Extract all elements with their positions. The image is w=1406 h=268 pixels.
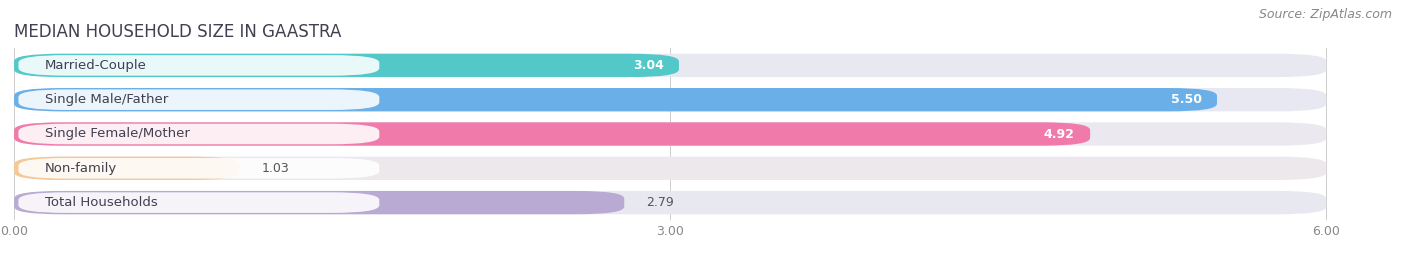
Text: MEDIAN HOUSEHOLD SIZE IN GAASTRA: MEDIAN HOUSEHOLD SIZE IN GAASTRA: [14, 23, 342, 41]
Text: 4.92: 4.92: [1043, 128, 1074, 140]
FancyBboxPatch shape: [14, 157, 1326, 180]
Text: Single Female/Mother: Single Female/Mother: [45, 128, 190, 140]
FancyBboxPatch shape: [14, 157, 239, 180]
Text: 1.03: 1.03: [262, 162, 290, 175]
Text: 5.50: 5.50: [1171, 93, 1202, 106]
FancyBboxPatch shape: [14, 88, 1326, 111]
FancyBboxPatch shape: [14, 191, 1326, 214]
Text: Total Households: Total Households: [45, 196, 157, 209]
FancyBboxPatch shape: [14, 88, 1218, 111]
FancyBboxPatch shape: [14, 54, 1326, 77]
FancyBboxPatch shape: [18, 90, 380, 110]
FancyBboxPatch shape: [18, 124, 380, 144]
Text: Source: ZipAtlas.com: Source: ZipAtlas.com: [1258, 8, 1392, 21]
FancyBboxPatch shape: [14, 122, 1090, 146]
Text: 2.79: 2.79: [647, 196, 673, 209]
FancyBboxPatch shape: [14, 54, 679, 77]
FancyBboxPatch shape: [14, 122, 1326, 146]
FancyBboxPatch shape: [18, 192, 380, 213]
Text: Non-family: Non-family: [45, 162, 117, 175]
FancyBboxPatch shape: [18, 158, 380, 178]
FancyBboxPatch shape: [14, 191, 624, 214]
FancyBboxPatch shape: [18, 55, 380, 76]
Text: Married-Couple: Married-Couple: [45, 59, 146, 72]
Text: Single Male/Father: Single Male/Father: [45, 93, 167, 106]
Text: 3.04: 3.04: [633, 59, 664, 72]
